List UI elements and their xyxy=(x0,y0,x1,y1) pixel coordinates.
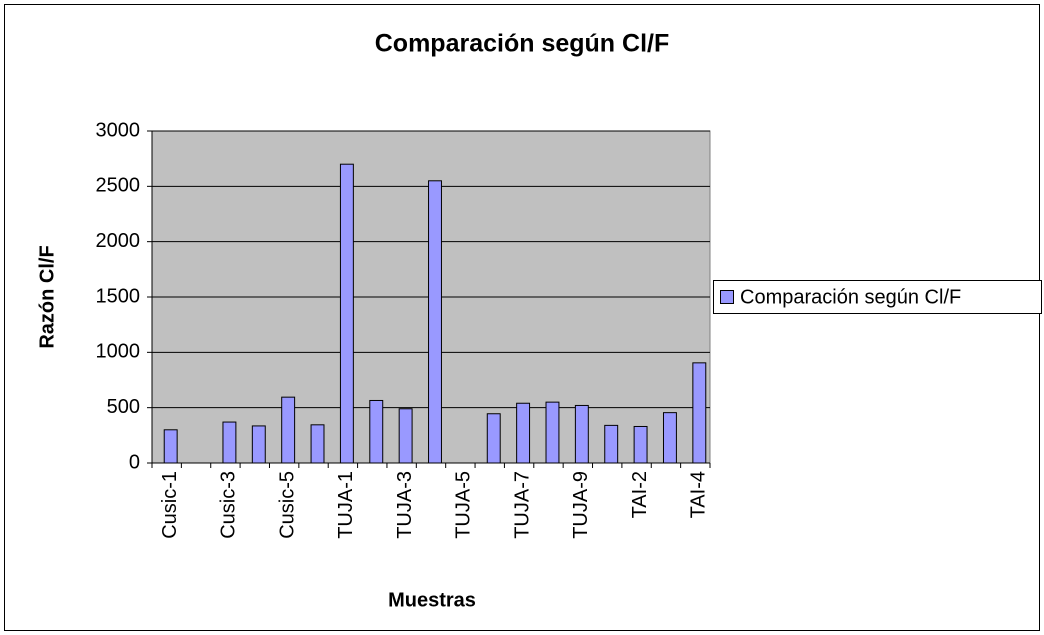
x-tick-label: TUJA-1 xyxy=(335,471,357,539)
y-tick-label: 500 xyxy=(107,396,140,418)
y-tick-label: 0 xyxy=(129,451,140,473)
x-tick-label: TAI-4 xyxy=(688,471,710,518)
bar xyxy=(281,396,296,464)
x-tick-label: TAI-2 xyxy=(629,471,651,518)
bar xyxy=(163,429,178,464)
bar xyxy=(398,408,413,464)
x-tick-label: Cusic-5 xyxy=(276,471,298,539)
chart-title: Comparación según Cl/F xyxy=(375,30,669,58)
bar xyxy=(604,424,619,464)
legend-swatch xyxy=(720,290,734,304)
x-tick-label: TUJA-9 xyxy=(570,471,592,539)
x-tick-label: Cusic-3 xyxy=(218,471,240,539)
x-tick-label: TUJA-3 xyxy=(394,471,416,539)
y-tick-label: 2500 xyxy=(96,175,141,197)
bar xyxy=(662,412,677,464)
bar xyxy=(516,402,531,464)
x-axis-title: Muestras xyxy=(388,589,476,611)
y-tick-label: 2000 xyxy=(96,230,141,252)
bar xyxy=(545,401,560,464)
x-tick-label: TUJA-7 xyxy=(511,471,533,539)
bar xyxy=(692,362,707,464)
y-axis-title: Razón Cl/F xyxy=(36,245,58,348)
x-tick-label: Cusic-1 xyxy=(159,471,181,539)
bar xyxy=(633,425,648,464)
legend-label: Comparación según Cl/F xyxy=(740,286,961,308)
bar xyxy=(369,399,384,464)
bar xyxy=(428,180,442,464)
bar xyxy=(310,424,325,464)
bar xyxy=(339,163,354,464)
legend xyxy=(713,280,1042,314)
y-tick-label: 3000 xyxy=(96,119,141,141)
y-tick-label: 1000 xyxy=(96,341,141,363)
bar xyxy=(251,425,266,464)
x-tick-label: TUJA-5 xyxy=(453,471,475,539)
bar xyxy=(222,421,237,464)
bar xyxy=(574,404,589,464)
bar xyxy=(486,413,501,464)
y-tick-label: 1500 xyxy=(96,285,141,307)
